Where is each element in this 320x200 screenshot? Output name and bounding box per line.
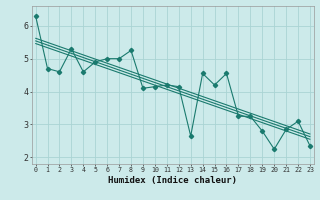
X-axis label: Humidex (Indice chaleur): Humidex (Indice chaleur) <box>108 176 237 185</box>
